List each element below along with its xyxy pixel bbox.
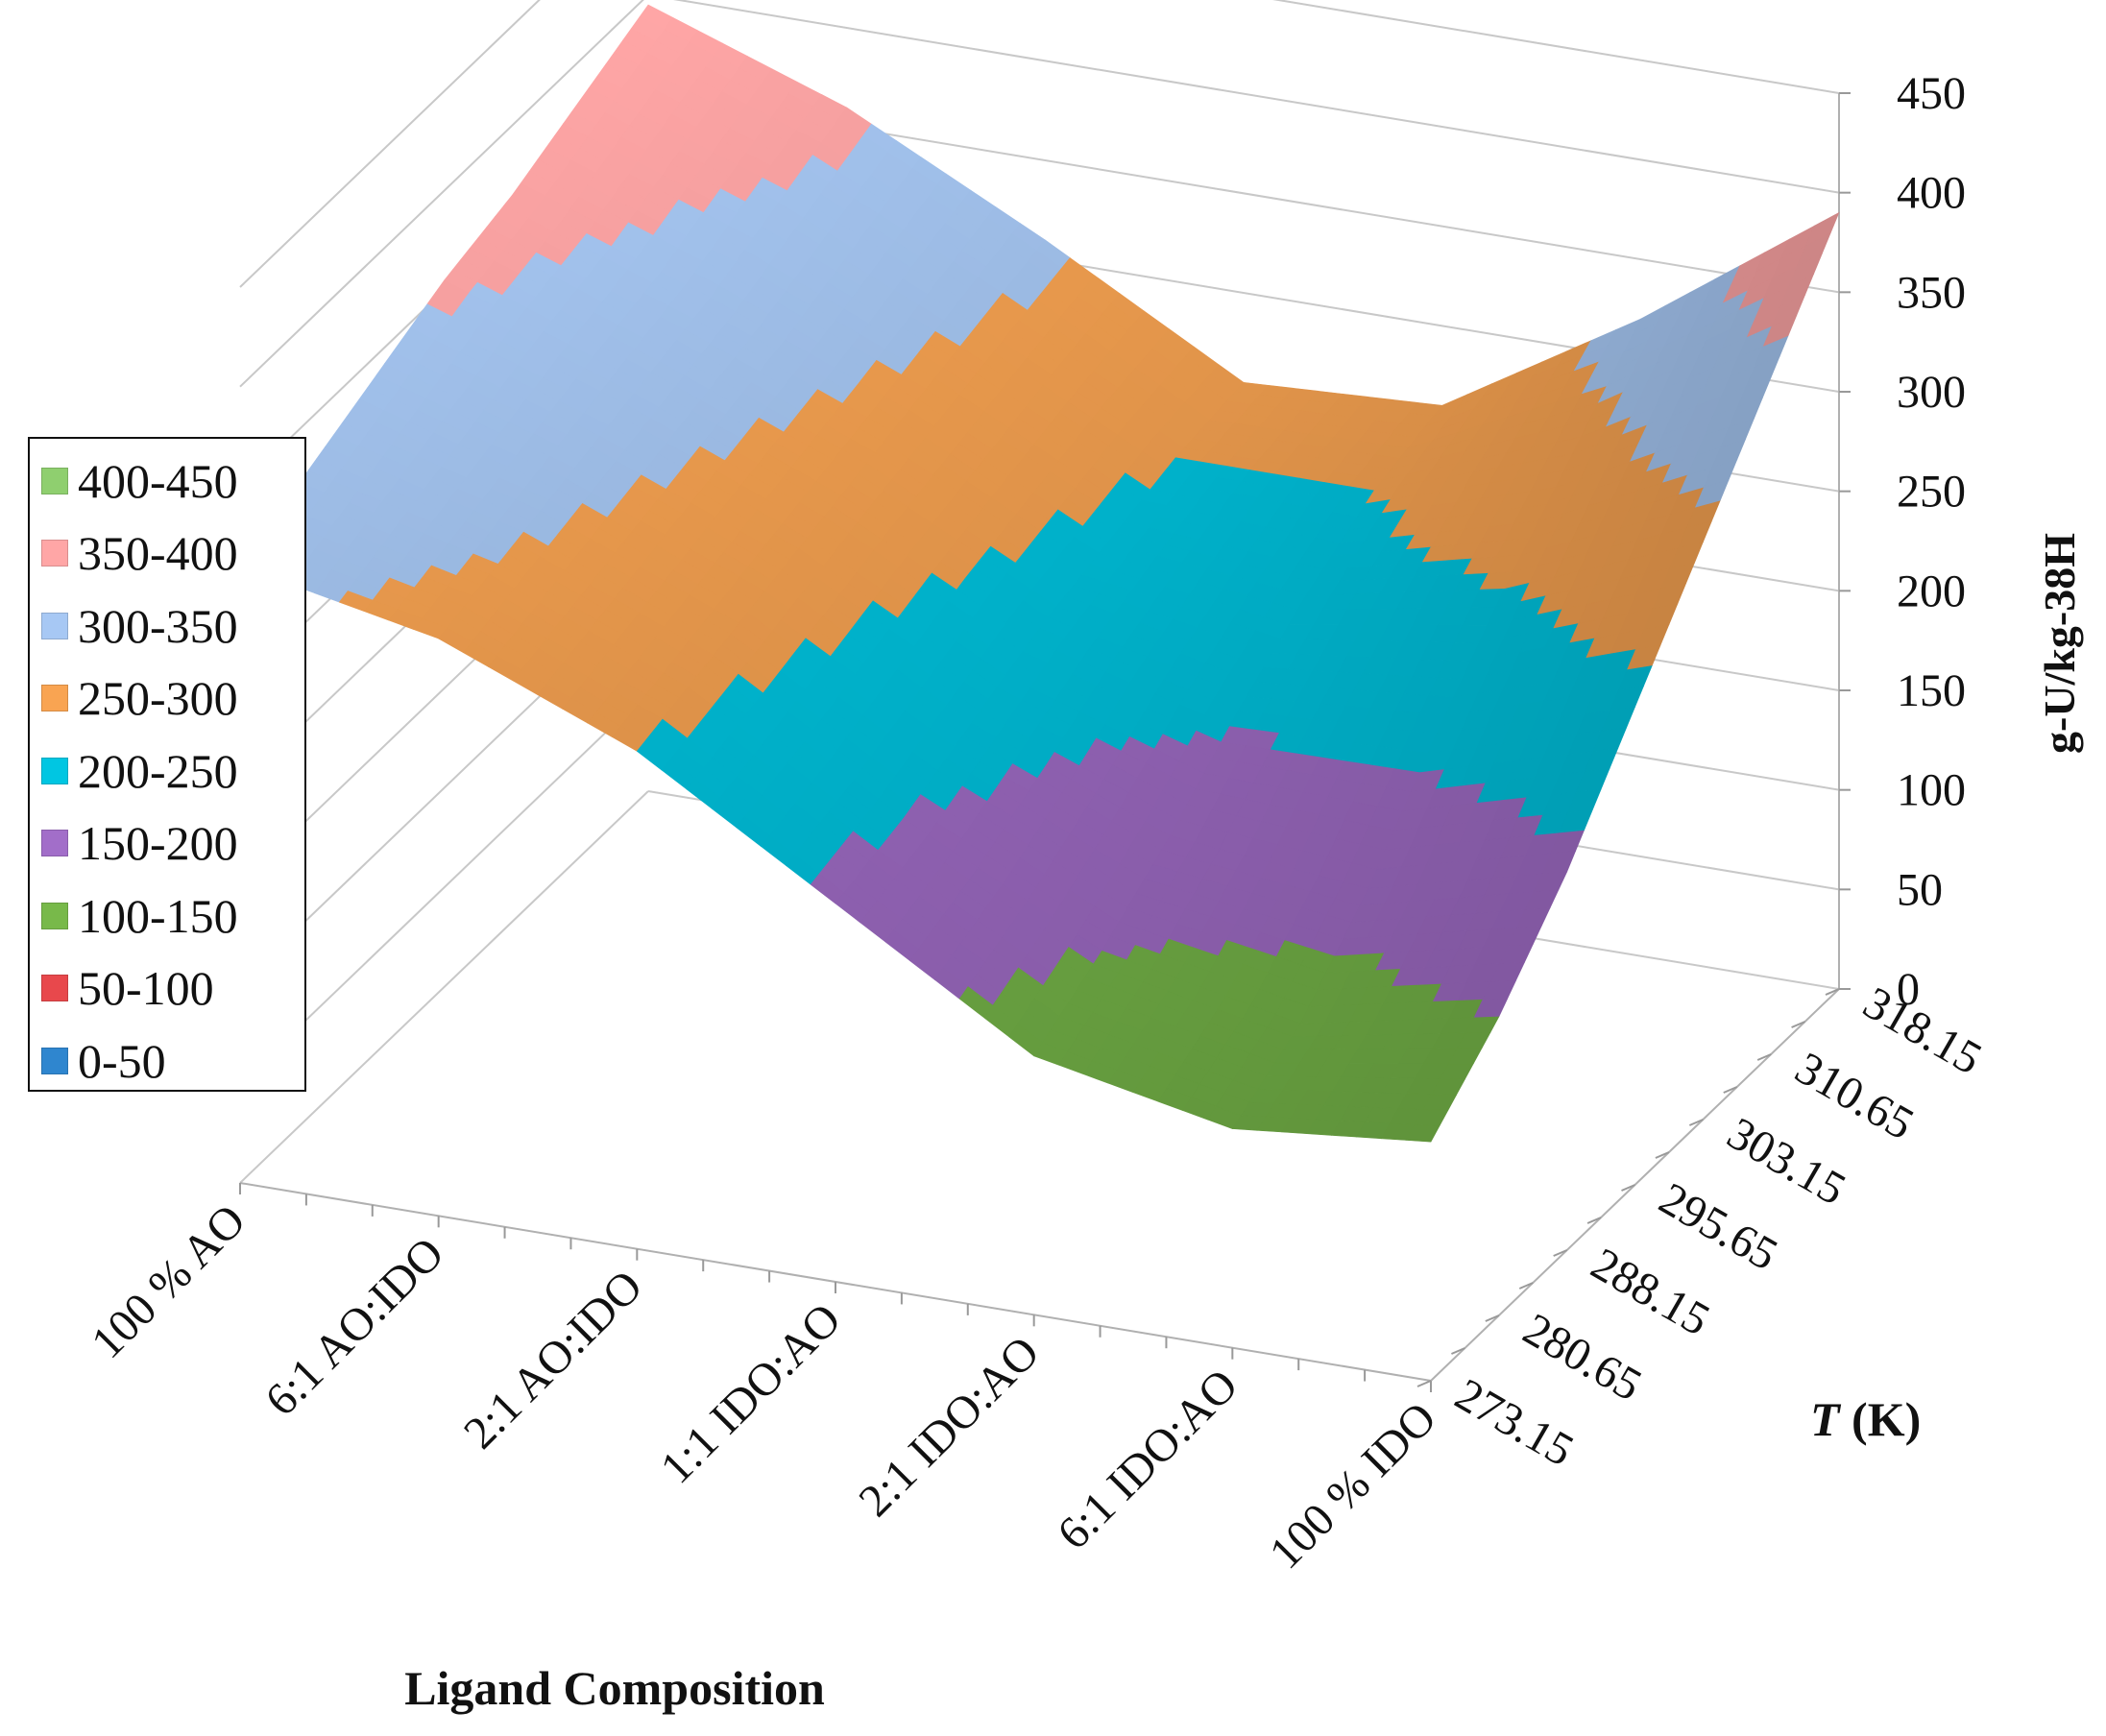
x-tick-label: 1:1 IDO:AO: [651, 1293, 851, 1493]
y-axis-title: T (K): [1810, 1392, 1921, 1446]
surface-cell: [1405, 1124, 1440, 1143]
y-axis-tick: [1518, 1282, 1534, 1290]
legend-swatch: [41, 685, 68, 712]
legend-item: 0-50: [41, 1025, 304, 1097]
z-tick-label: 150: [1897, 665, 1966, 716]
y-axis-tick: [1825, 988, 1840, 996]
z-tick-label: 250: [1897, 467, 1966, 518]
legend-label: 100-150: [78, 888, 238, 943]
back-wall-gridline: [673, 0, 1840, 194]
x-axis-title: Ligand Composition: [404, 1661, 825, 1715]
legend-label: 50-100: [78, 961, 214, 1016]
legend: 400-450 350-400 300-350 250-300 200-250 …: [28, 437, 306, 1092]
z-axis-tick-labels: 0 50 100 150 200 250 300 350 400 450: [1897, 68, 1966, 1015]
left-wall-gridline: [239, 790, 649, 1184]
legend-label: 0-50: [78, 1033, 166, 1088]
y-axis-title-italic: T: [1810, 1392, 1842, 1446]
legend-item: 150-200: [41, 808, 304, 880]
y-axis-tick: [1756, 1053, 1772, 1061]
y-axis-tick: [1586, 1217, 1602, 1224]
y-tick-label: 303.15: [1719, 1108, 1854, 1216]
legend-swatch: [41, 467, 68, 494]
legend-item: 350-400: [41, 518, 304, 591]
legend-label: 350-400: [78, 526, 238, 581]
legend-swatch: [41, 902, 68, 929]
legend-item: 300-350: [41, 590, 304, 663]
legend-label: 150-200: [78, 816, 238, 871]
z-tick-label: 50: [1897, 864, 1943, 915]
x-tick-label: 6:1 AO:IDO: [255, 1228, 453, 1426]
x-tick-label: 2:1 IDO:AO: [849, 1327, 1049, 1527]
z-tick-label: 0: [1897, 964, 1920, 1015]
y-axis-title-rest: (K): [1840, 1392, 1922, 1446]
x-tick-label: 2:1 AO:IDO: [454, 1261, 652, 1459]
z-tick-label: 350: [1897, 267, 1966, 318]
legend-label: 250-300: [78, 671, 238, 726]
y-tick-label: 295.65: [1651, 1173, 1786, 1281]
legend-swatch: [41, 540, 68, 567]
z-tick-label: 200: [1897, 566, 1966, 616]
z-tick-label: 100: [1897, 765, 1966, 816]
legend-swatch: [41, 757, 68, 784]
left-wall-gridline: [239, 0, 644, 388]
y-axis-tick: [1621, 1184, 1635, 1192]
legend-label: 300-350: [78, 598, 238, 653]
y-axis-tick: [1553, 1249, 1568, 1257]
y-tick-label: 280.65: [1514, 1304, 1650, 1411]
y-axis-tick: [1723, 1086, 1738, 1094]
legend-swatch: [41, 1047, 68, 1074]
legend-label: 400-450: [78, 453, 238, 508]
z-axis-title: g-U/kg-38H: [2035, 533, 2084, 754]
back-wall-gridline: [1272, 0, 1840, 94]
x-tick-label: 100 % IDO: [1260, 1392, 1446, 1579]
x-tick-label: 6:1 IDO:AO: [1048, 1360, 1247, 1559]
left-wall-gridline: [239, 690, 649, 1085]
z-tick-label: 400: [1897, 168, 1966, 219]
y-axis-tick: [1451, 1347, 1465, 1355]
y-tick-label: 288.15: [1583, 1239, 1718, 1346]
y-axis-tick: [1688, 1119, 1704, 1126]
z-tick-label: 300: [1897, 367, 1966, 418]
legend-item: 250-300: [41, 663, 304, 735]
legend-swatch: [41, 975, 68, 1002]
left-wall-gridline: [239, 0, 541, 288]
y-tick-label: 310.65: [1787, 1043, 1923, 1150]
surface-plot: [239, 4, 1840, 1143]
legend-swatch: [41, 612, 68, 639]
x-tick-label: 100 % AO: [82, 1194, 255, 1368]
z-tick-label: 450: [1897, 68, 1966, 119]
y-axis-tick: [1485, 1314, 1500, 1322]
legend-swatch: [41, 830, 68, 857]
legend-item: 50-100: [41, 952, 304, 1025]
y-axis-tick: [1791, 1021, 1805, 1028]
legend-item: 400-450: [41, 445, 304, 518]
legend-label: 200-250: [78, 743, 238, 798]
y-axis-tick: [1416, 1380, 1432, 1387]
y-axis-tick: [1655, 1151, 1670, 1159]
y-tick-label: 318.15: [1855, 977, 1991, 1085]
legend-item: 200-250: [41, 735, 304, 808]
legend-item: 100-150: [41, 880, 304, 952]
y-tick-label: 273.15: [1447, 1369, 1583, 1477]
